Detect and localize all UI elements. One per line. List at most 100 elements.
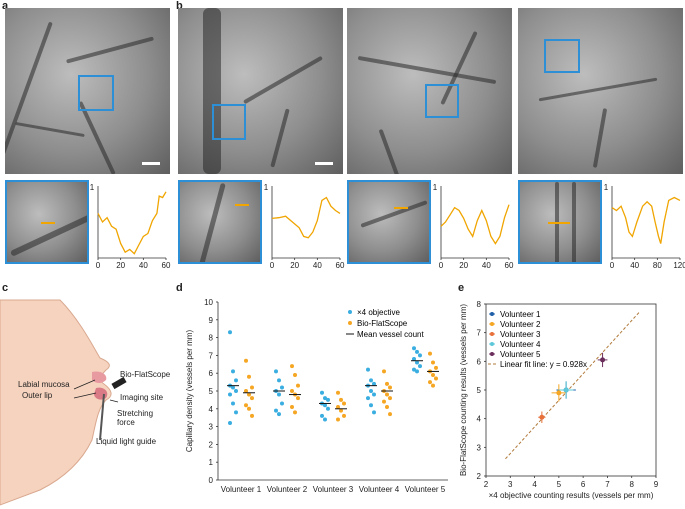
d-data-point <box>231 401 235 406</box>
d-data-point <box>388 412 392 417</box>
d-data-point <box>290 405 294 410</box>
e-legend-label: Volunteer 5 <box>500 350 541 359</box>
d-legend-label: Mean vessel count <box>357 330 424 339</box>
profile-y-tick: 1 <box>433 183 438 192</box>
label-liquid-light-guide: Liquid light guide <box>96 437 157 446</box>
d-data-point <box>234 378 238 383</box>
profile-x-tick: 20 <box>290 261 299 270</box>
capillary-image-b1 <box>178 8 343 174</box>
e-y-label: Bio-FlatScope counting results (vessels … <box>460 304 468 476</box>
e-y-tick: 2 <box>477 472 482 481</box>
d-data-point <box>296 383 300 388</box>
e-legend-label: Volunteer 3 <box>500 330 541 339</box>
d-data-point <box>231 385 235 390</box>
d-data-point <box>428 351 432 356</box>
profile-marker <box>235 204 249 206</box>
d-y-tick: 0 <box>209 476 214 485</box>
d-data-point <box>388 396 392 401</box>
profile-x-tick: 60 <box>505 261 514 270</box>
d-category-label: Volunteer 2 <box>267 485 308 494</box>
e-x-tick: 6 <box>581 480 586 489</box>
d-data-point <box>434 376 438 381</box>
profile-x-tick: 0 <box>439 261 444 270</box>
d-data-point <box>336 417 340 422</box>
d-data-point <box>234 389 238 393</box>
d-data-point <box>339 397 343 402</box>
d-y-tick: 4 <box>209 405 214 414</box>
d-category-label: Volunteer 4 <box>359 485 400 494</box>
d-data-point <box>431 360 435 365</box>
d-data-point <box>247 374 251 379</box>
d-data-point <box>320 390 324 395</box>
profile-marker <box>41 222 55 224</box>
d-y-tick: 5 <box>209 387 214 396</box>
zoom-box-a <box>5 180 89 264</box>
profile-x-tick: 60 <box>162 261 171 270</box>
profile-x-tick: 40 <box>313 261 322 270</box>
e-legend-fit-label: Linear fit line: y = 0.928x <box>500 360 587 369</box>
d-data-point <box>336 390 340 395</box>
profile-x-tick: 60 <box>336 261 345 270</box>
d-data-point <box>418 353 422 358</box>
panel-label-c: c <box>2 282 9 294</box>
profile-x-tick: 80 <box>653 261 662 270</box>
d-data-point <box>415 349 419 354</box>
d-legend-label: Bio-FlatScope <box>357 319 408 328</box>
d-data-point <box>234 410 238 415</box>
label-bioflatscope: Bio-FlatScope <box>120 370 171 379</box>
capillary-image-a <box>5 8 170 174</box>
profile-x-tick: 20 <box>116 261 125 270</box>
e-y-tick: 5 <box>477 386 482 395</box>
profile-marker <box>394 207 408 209</box>
zoom-box-b1 <box>178 180 262 264</box>
e-data-point <box>563 387 569 393</box>
intensity-profile-line <box>611 196 681 244</box>
d-y-tick: 3 <box>209 423 214 432</box>
profile-x-tick: 40 <box>139 261 148 270</box>
label-stretching-force: Stretching force <box>117 409 154 427</box>
face-silhouette <box>0 299 112 506</box>
profile-x-tick: 0 <box>96 261 101 270</box>
profile-x-tick: 20 <box>459 261 468 270</box>
d-legend-label: ×4 objective <box>357 308 400 317</box>
d-data-point <box>342 401 346 406</box>
e-x-tick: 4 <box>532 480 537 489</box>
e-legend-marker <box>490 322 494 326</box>
bioflatscope-device <box>111 376 127 390</box>
d-data-point <box>342 413 346 418</box>
d-category-label: Volunteer 3 <box>313 485 354 494</box>
d-y-tick: 6 <box>209 369 214 378</box>
d-data-point <box>369 378 373 383</box>
panel-label-a: a <box>2 0 9 12</box>
d-data-point <box>293 410 297 415</box>
d-data-point <box>431 383 435 388</box>
d-data-point <box>412 367 416 372</box>
capillary-image-b3 <box>518 8 683 174</box>
d-data-point <box>296 396 300 401</box>
profile-x-tick: 120 <box>673 261 685 270</box>
d-y-label: Capillary density (vessels per mm) <box>185 330 194 453</box>
d-data-point <box>326 406 330 411</box>
profile-y-tick: 1 <box>90 183 95 192</box>
d-data-point <box>323 403 327 408</box>
roi-box <box>425 84 459 118</box>
panel-label-b: b <box>176 0 183 12</box>
d-data-point <box>382 369 386 374</box>
e-legend-label: Volunteer 2 <box>500 320 541 329</box>
d-data-point <box>431 372 435 377</box>
d-y-tick: 8 <box>209 334 214 343</box>
d-data-point <box>323 396 327 401</box>
d-data-point <box>372 381 376 386</box>
d-data-point <box>228 392 232 397</box>
chart-e: 2 3 4 5 6 7 8 9 2 3 4 5 6 7 8 ×4 objective counting res… <box>460 300 659 500</box>
d-data-point <box>247 406 251 411</box>
d-data-point <box>250 396 254 401</box>
d-data-point <box>415 369 419 374</box>
d-data-point <box>385 405 389 410</box>
pointer-line <box>109 399 119 403</box>
d-data-point <box>244 403 248 408</box>
label-outer-lip: Outer lip <box>22 391 53 400</box>
d-data-point <box>280 401 284 406</box>
e-legend-marker <box>490 352 494 356</box>
d-data-point <box>385 381 389 386</box>
